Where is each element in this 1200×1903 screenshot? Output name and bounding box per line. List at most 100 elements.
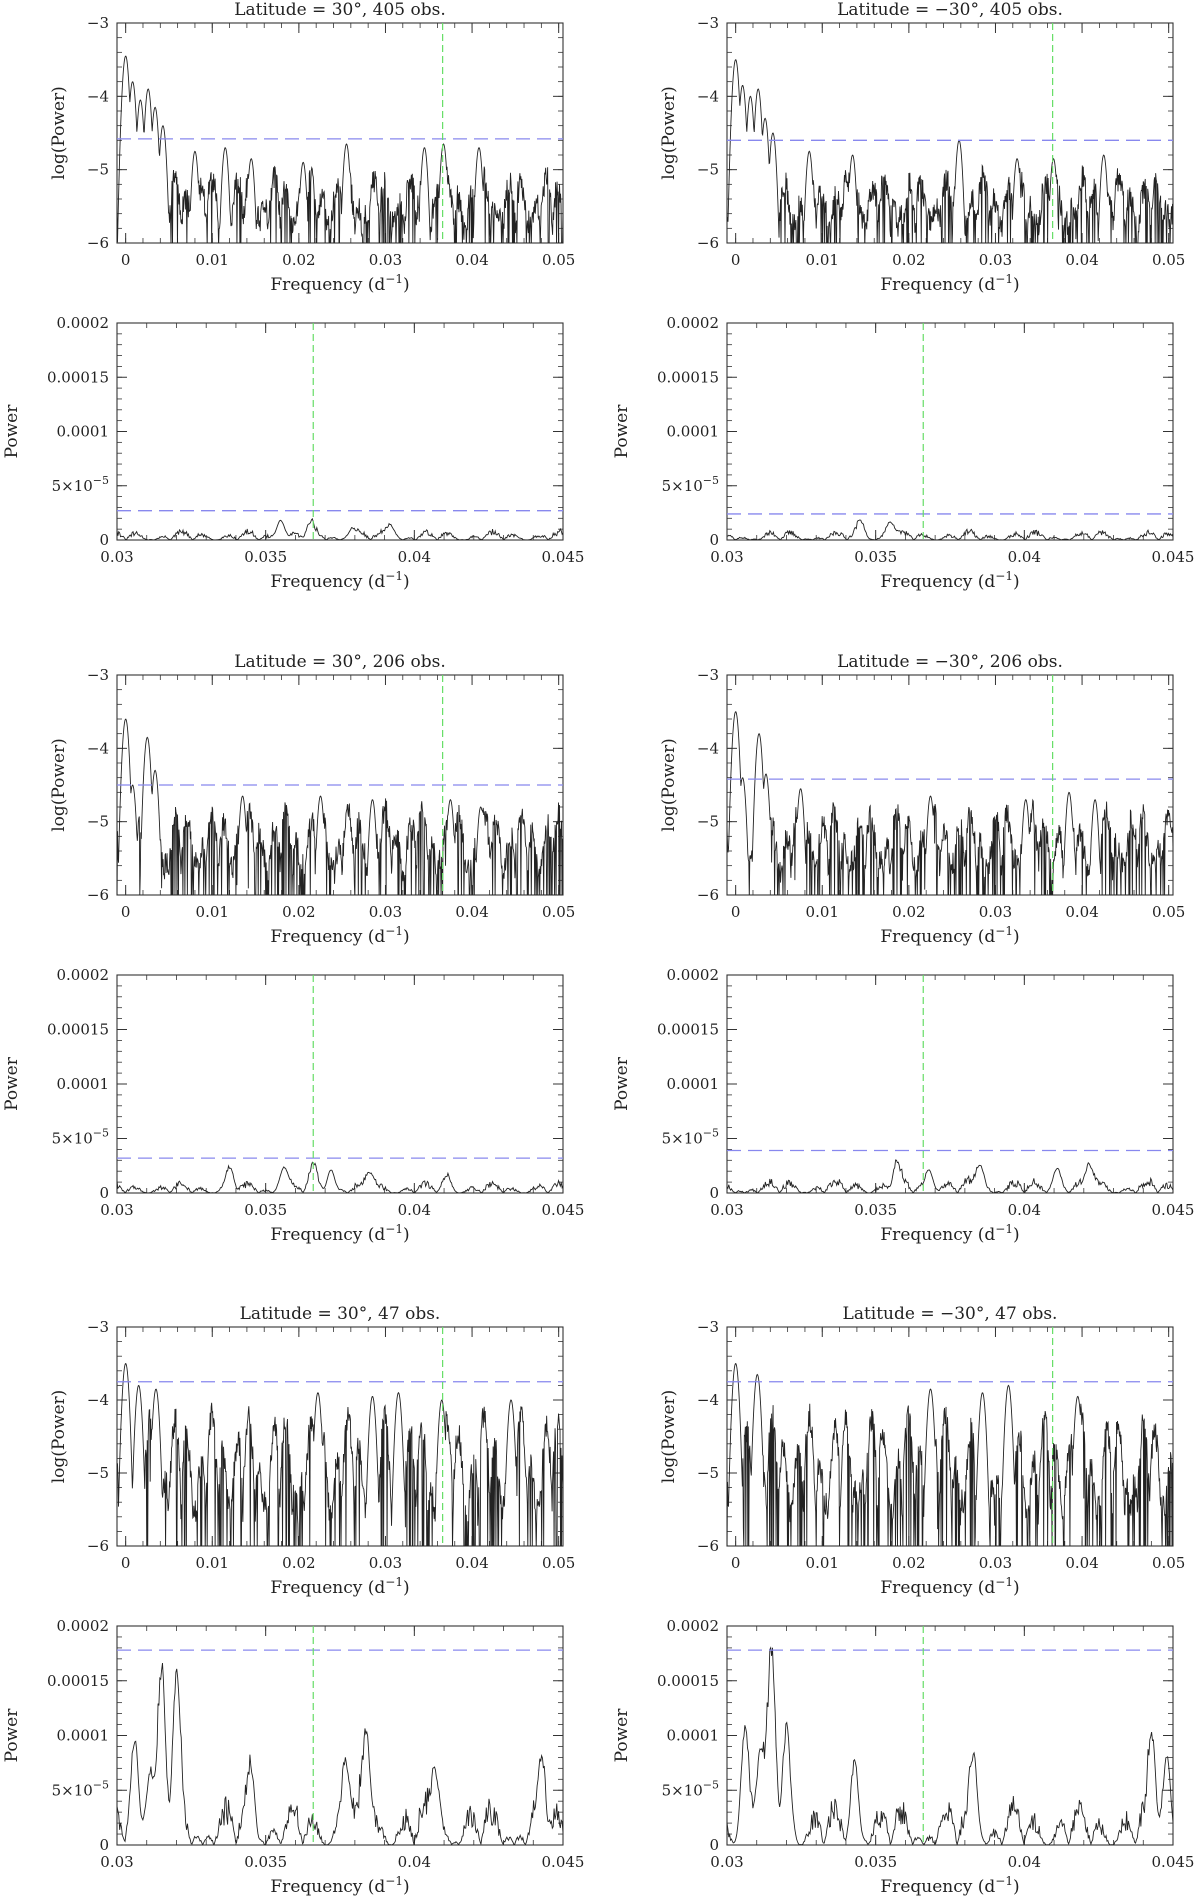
- x-axis-title-exponent: −1: [385, 1575, 403, 1589]
- power-spectrum-trace: [117, 718, 563, 895]
- x-axis-title-close: ): [1013, 1225, 1020, 1245]
- y-tick-label: 0: [99, 1836, 109, 1854]
- x-tick-label: 0.02: [892, 1554, 925, 1572]
- y-tick-label: 5×10−5: [52, 1127, 109, 1148]
- y-tick-label: 0: [709, 531, 719, 549]
- x-tick-label: 0.01: [196, 1554, 229, 1572]
- x-tick-label: 0.03: [979, 903, 1012, 921]
- x-tick-label: 0: [731, 1554, 741, 1572]
- y-axis-title: log(Power): [49, 1390, 69, 1484]
- y-tick-label: 5×10−5: [52, 474, 109, 495]
- x-tick-label: 0.045: [542, 548, 585, 566]
- x-axis-title: Frequency (d−1): [270, 272, 409, 295]
- x-tick-label: 0.01: [806, 903, 839, 921]
- x-tick-label: 0.01: [196, 251, 229, 269]
- y-tick-label: 0.0002: [667, 314, 720, 332]
- x-tick-label: 0.02: [892, 903, 925, 921]
- x-axis-title-exponent: −1: [385, 1222, 403, 1236]
- y-tick-label: 0.00015: [47, 1672, 109, 1690]
- panel-4: 0.03 0.035 0.04 0.045 0 5×10−5 0.0001 0.00015 0.…: [612, 314, 1194, 592]
- y-tick-base: 5×10: [52, 1781, 93, 1799]
- x-tick-label: 0.03: [710, 548, 743, 566]
- x-tick-label: 0.03: [369, 1554, 402, 1572]
- panel-7: 0.03 0.035 0.04 0.045 0 5×10−5 0.0001 0.00015 0.…: [2, 966, 584, 1245]
- y-tick-base: 5×10: [52, 477, 93, 495]
- x-tick-label: 0.02: [282, 903, 315, 921]
- power-spectrum-trace: [727, 1363, 1173, 1546]
- y-tick-label: 0.0002: [667, 1617, 720, 1635]
- x-tick-label: 0.02: [282, 251, 315, 269]
- power-spectrum-trace: [117, 55, 563, 243]
- x-axis-title: Frequency (d−1): [270, 1575, 409, 1598]
- y-axis-title: Power: [2, 1056, 22, 1111]
- y-tick-exponent: −5: [703, 1127, 719, 1140]
- x-tick-label: 0.035: [244, 548, 287, 566]
- y-tick-label: −5: [697, 1464, 719, 1482]
- x-axis-title-close: ): [403, 1225, 410, 1245]
- x-axis-title-text: Frequency (d: [270, 1877, 385, 1897]
- x-axis-title-exponent: −1: [385, 272, 403, 286]
- y-tick-label: 5×10−5: [52, 1778, 109, 1799]
- power-spectrum-trace: [117, 517, 563, 540]
- y-tick-label: 5×10−5: [662, 474, 719, 495]
- x-tick-label: 0.05: [542, 903, 575, 921]
- plot-frame: [726, 322, 1174, 541]
- y-tick-label: 0: [709, 1836, 719, 1854]
- y-tick-exponent: −5: [703, 1778, 719, 1791]
- y-tick-label: −5: [697, 813, 719, 831]
- x-tick-label: 0: [731, 903, 741, 921]
- x-tick-label: 0.045: [1152, 1853, 1195, 1871]
- x-tick-label: 0.035: [244, 1201, 287, 1219]
- x-axis-title-close: ): [1013, 1877, 1020, 1897]
- x-axis-title-text: Frequency (d: [880, 1225, 995, 1245]
- x-tick-label: 0.03: [100, 1201, 133, 1219]
- panel-5: 0 0.01 0.02 0.03 0.04 0.05 −6 −5 −4 −3 Frequency (…: [49, 652, 575, 947]
- y-axis-title: log(Power): [49, 86, 69, 180]
- y-tick-exponent: −5: [93, 1127, 109, 1140]
- x-axis-title: Frequency (d−1): [880, 1222, 1019, 1245]
- x-axis-title-text: Frequency (d: [880, 1877, 995, 1897]
- x-tick-label: 0.03: [100, 1853, 133, 1871]
- y-tick-label: −4: [697, 739, 719, 757]
- x-axis-title-close: ): [403, 1877, 410, 1897]
- panel-3: 0.03 0.035 0.04 0.045 0 5×10−5 0.0001 0.00015 0.…: [2, 314, 584, 592]
- y-tick-label: −5: [87, 161, 109, 179]
- panel-title: Latitude = 30°, 405 obs.: [234, 0, 446, 20]
- x-tick-label: 0.045: [542, 1201, 585, 1219]
- x-tick-label: 0.01: [806, 1554, 839, 1572]
- x-axis-title-exponent: −1: [995, 1222, 1013, 1236]
- y-tick-label: −5: [697, 161, 719, 179]
- y-tick-label: −3: [87, 1318, 109, 1336]
- x-axis-title-close: ): [403, 1578, 410, 1598]
- y-axis-title: Power: [612, 1708, 632, 1763]
- x-tick-label: 0.05: [542, 251, 575, 269]
- y-tick-label: −3: [697, 666, 719, 684]
- x-axis-title-close: ): [1013, 275, 1020, 295]
- plot-frame: [116, 1326, 564, 1547]
- x-axis-title-text: Frequency (d: [880, 927, 995, 947]
- x-axis-title-exponent: −1: [995, 1874, 1013, 1888]
- x-tick-label: 0.02: [282, 1554, 315, 1572]
- y-tick-label: 0.0002: [667, 966, 720, 984]
- power-spectrum-trace: [117, 1161, 563, 1193]
- x-tick-label: 0.04: [398, 548, 431, 566]
- x-axis-title-text: Frequency (d: [270, 1225, 385, 1245]
- y-tick-label: −3: [87, 14, 109, 32]
- x-tick-label: 0.04: [398, 1201, 431, 1219]
- y-tick-base: 5×10: [662, 1130, 703, 1148]
- x-axis-title: Frequency (d−1): [270, 1222, 409, 1245]
- y-tick-label: −4: [87, 739, 109, 757]
- x-axis-title-close: ): [403, 572, 410, 592]
- panel-8: 0.03 0.035 0.04 0.045 0 5×10−5 0.0001 0.00015 0.…: [612, 966, 1194, 1245]
- minor-ticks: [116, 322, 564, 541]
- y-tick-label: −4: [87, 1391, 109, 1409]
- panel-title: Latitude = −30°, 206 obs.: [837, 652, 1063, 672]
- panel-10: 0 0.01 0.02 0.03 0.04 0.05 −6 −5 −4 −3 Frequency (…: [659, 1304, 1185, 1598]
- power-spectrum-trace: [117, 1363, 563, 1546]
- x-tick-label: 0.01: [196, 903, 229, 921]
- y-tick-label: −6: [87, 1537, 109, 1555]
- x-axis-title-close: ): [403, 275, 410, 295]
- x-axis-title-text: Frequency (d: [270, 572, 385, 592]
- x-axis-title-exponent: −1: [385, 924, 403, 938]
